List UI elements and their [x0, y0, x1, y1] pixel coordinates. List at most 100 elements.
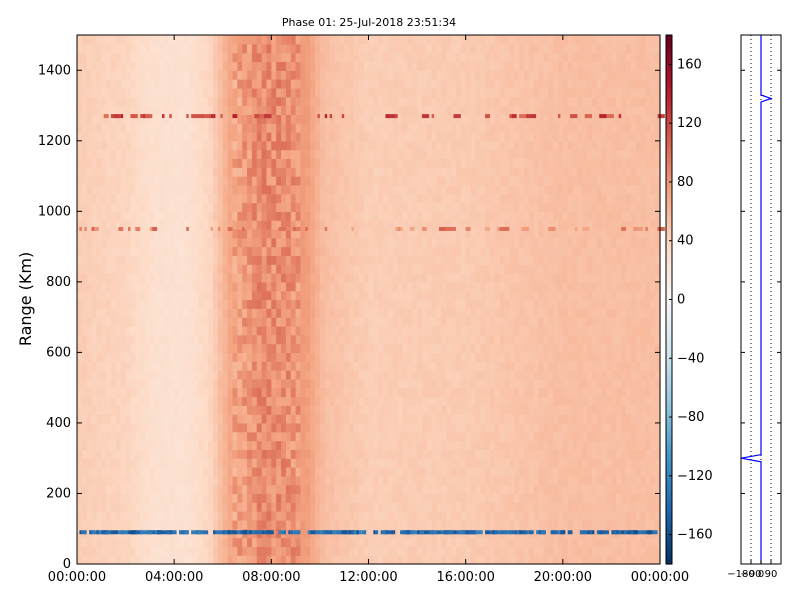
heatmap-cell	[154, 484, 161, 495]
heatmap-cell	[154, 87, 161, 98]
heatmap-cell	[222, 422, 229, 433]
heatmap-cell	[101, 458, 107, 468]
heatmap-cell	[324, 167, 331, 177]
heatmap-cell	[193, 167, 200, 177]
heatmap-cell	[300, 176, 306, 186]
heatmap-cell	[140, 299, 146, 309]
heatmap-cell	[451, 299, 457, 309]
heatmap-cell	[451, 537, 457, 547]
heatmap-cell	[451, 475, 457, 486]
heatmap-cell	[164, 158, 170, 168]
heatmap-cell	[455, 176, 462, 186]
heatmap-cell	[480, 449, 486, 459]
heatmap-cell	[140, 184, 146, 195]
heatmap-cell	[242, 273, 248, 283]
heatmap-cell	[339, 299, 345, 309]
heatmap-cell	[407, 123, 413, 133]
heatmap-cell	[106, 378, 112, 389]
heatmap-cell	[77, 70, 83, 80]
heatmap-cell	[159, 35, 166, 45]
heatmap-cell	[247, 484, 253, 495]
heatmap-cell	[417, 396, 423, 406]
heatmap-cell	[96, 149, 102, 160]
heatmap-cell	[193, 43, 200, 54]
heatmap-cell	[305, 114, 311, 124]
heatmap-cell	[169, 255, 175, 265]
heatmap-cell	[86, 414, 93, 424]
heatmap-cell	[339, 467, 345, 477]
heatmap-cell	[149, 114, 156, 124]
heatmap-cell	[412, 114, 418, 124]
heatmap-cell	[81, 343, 88, 353]
heatmap-cell	[397, 334, 404, 345]
heatmap-cell	[271, 281, 277, 292]
heatmap-cell	[81, 317, 88, 327]
heatmap-cell	[446, 484, 452, 495]
heatmap-cell	[174, 370, 180, 380]
heatmap-cell	[169, 176, 175, 186]
heatmap-cell	[120, 396, 127, 406]
heatmap-cell	[315, 123, 321, 133]
heatmap-cell	[145, 378, 151, 389]
heatmap-cell	[101, 158, 107, 168]
heatmap-cell	[232, 202, 238, 212]
heatmap-cell	[120, 546, 127, 556]
heatmap-cell	[412, 70, 418, 80]
heatmap-cell	[324, 140, 331, 151]
heatmap-cell	[91, 202, 98, 212]
heatmap-cell	[305, 378, 311, 389]
heatmap-cell	[363, 52, 370, 63]
heatmap-cell	[188, 555, 195, 565]
heatmap-cell	[125, 123, 132, 133]
heatmap-cell	[251, 167, 258, 177]
heatmap-cell	[455, 467, 462, 477]
heatmap-cell	[227, 35, 234, 45]
heatmap-cell	[179, 131, 185, 142]
heatmap-cell	[261, 105, 268, 115]
heatmap-cell	[290, 70, 297, 80]
heatmap-cell	[271, 273, 277, 283]
heatmap-cell	[470, 105, 476, 115]
heatmap-cell	[251, 502, 258, 512]
heatmap-cell	[81, 378, 88, 389]
heatmap-cell	[378, 35, 384, 45]
heatmap-cell	[397, 149, 404, 160]
heatmap-cell	[305, 123, 311, 133]
heatmap-cell	[164, 502, 170, 512]
heatmap-cell	[475, 193, 481, 204]
heatmap-cell	[465, 52, 472, 63]
heatmap-cell	[203, 264, 209, 274]
heatmap-cell	[91, 158, 98, 168]
heatmap-cell	[285, 370, 292, 380]
heatmap-cell	[251, 396, 258, 406]
heatmap-cell	[407, 96, 413, 107]
heatmap-cell	[217, 167, 224, 177]
heatmap-cell	[290, 405, 297, 415]
heatmap-cell	[319, 70, 326, 80]
heatmap-cell	[237, 493, 243, 503]
heatmap-cell	[319, 220, 326, 230]
heatmap-cell	[198, 184, 204, 195]
heatmap-cell	[188, 343, 195, 353]
heatmap-cell	[281, 184, 287, 195]
heatmap-cell	[198, 79, 204, 89]
heatmap-cell	[101, 493, 107, 503]
heatmap-cell	[378, 246, 384, 257]
heatmap-cell	[455, 220, 462, 230]
heatmap-cell	[149, 202, 156, 212]
heatmap-cell	[120, 52, 127, 63]
heatmap-cell	[373, 87, 379, 98]
heatmap-cell	[81, 264, 88, 274]
heatmap-cell	[242, 228, 248, 239]
heatmap-cell	[324, 422, 331, 433]
heatmap-cell	[179, 193, 185, 204]
heatmap-cell	[470, 555, 476, 565]
heatmap-cell	[213, 343, 219, 353]
heatmap-cell	[203, 193, 209, 204]
heatmap-cell	[295, 467, 302, 477]
heatmap-cell	[334, 87, 340, 98]
heatmap-cell	[378, 422, 384, 433]
heatmap-cell	[130, 414, 136, 424]
heatmap-cell	[412, 246, 418, 257]
heatmap-cell	[451, 352, 457, 362]
